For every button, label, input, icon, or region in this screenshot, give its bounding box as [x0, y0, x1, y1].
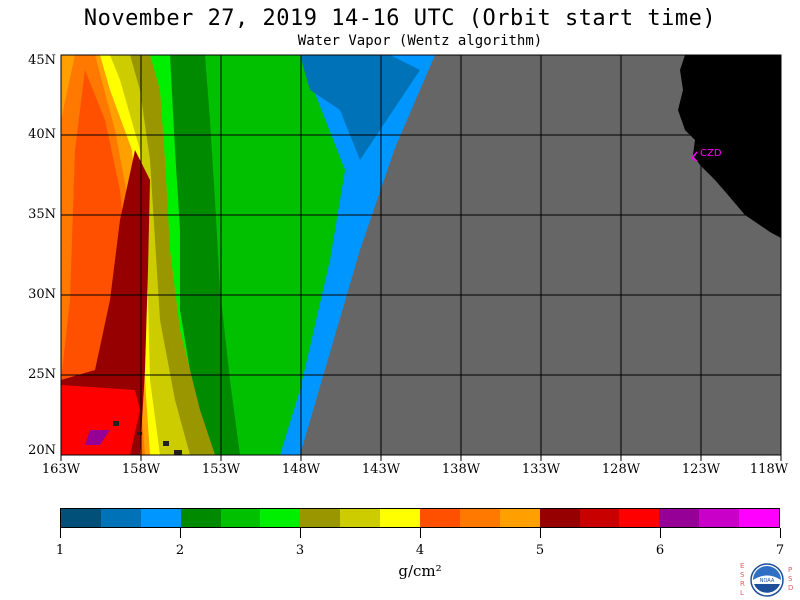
map-frame [60, 54, 782, 456]
colorbar-segment [220, 509, 261, 527]
lon-label-153w: 153W [201, 462, 241, 477]
lon-label-158w: 158W [121, 462, 161, 477]
colorbar-segment [340, 509, 381, 527]
island [137, 432, 142, 435]
colorbar-segment [539, 509, 580, 527]
colorbar-tick [299, 528, 301, 538]
lon-label-133w: 133W [521, 462, 561, 477]
logo-letter: D [788, 584, 794, 592]
band-dark-red [61, 150, 150, 455]
lat-label-30n: 30N [28, 287, 56, 302]
lat-label-35n: 35N [28, 207, 56, 222]
colorbar-segment [100, 509, 141, 527]
lat-label-45n: 45N [28, 53, 56, 68]
colorbar-segment [659, 509, 700, 527]
noaa-emblem-icon: NOAA [750, 563, 784, 597]
lon-label-163w: 163W [41, 462, 81, 477]
lon-label-123w: 123W [681, 462, 721, 477]
colorbar-tick-label: 1 [55, 543, 65, 558]
colorbar-segment [180, 509, 221, 527]
chart-subtitle: Water Vapor (Wentz algorithm) [297, 33, 543, 49]
colorbar-segment [420, 509, 460, 527]
lon-label-138w: 138W [441, 462, 481, 477]
logo-letter: E [740, 562, 745, 570]
station-label: CZD [700, 148, 722, 159]
lon-label-143w: 143W [361, 462, 401, 477]
lon-label-128w: 128W [601, 462, 641, 477]
logo-letter: P [788, 566, 793, 574]
colorbar-tick [419, 528, 421, 538]
colorbar-units: g/cm² [398, 562, 442, 580]
colorbar-tick-label: 6 [655, 543, 665, 558]
colorbar-tick [779, 528, 781, 538]
colorbar-segment [140, 509, 181, 527]
colorbar-segment [260, 509, 301, 527]
band-1.5-2 [300, 55, 420, 160]
island [163, 441, 169, 446]
logo-letter: R [740, 580, 745, 588]
colorbar [60, 508, 780, 528]
colorbar-segment [699, 509, 740, 527]
colorbar-tick [539, 528, 541, 538]
lon-label-148w: 148W [281, 462, 321, 477]
colorbar-tick-label: 5 [535, 543, 545, 558]
logo-letter: L [740, 589, 744, 597]
graticule [61, 55, 781, 455]
land-north-america [678, 55, 781, 238]
colorbar-tick-label: 7 [775, 543, 785, 558]
noaa-emblem-label: NOAA [760, 578, 775, 584]
colorbar-tick [179, 528, 181, 538]
lon-label-118w: 118W [749, 462, 789, 477]
logo-letter: S [740, 571, 745, 579]
colorbar-segment [300, 509, 341, 527]
colorbar-segment [459, 509, 500, 527]
colorbar-segment [380, 509, 421, 527]
colorbar-segment [739, 509, 780, 527]
station-marker [690, 151, 698, 162]
colorbar-segment [499, 509, 540, 527]
band-red [61, 385, 140, 455]
colorbar-segment [61, 509, 101, 527]
lat-label-20n: 20N [28, 443, 56, 458]
colorbar-tick-label: 2 [175, 543, 185, 558]
colorbar-tick-label: 4 [415, 543, 425, 558]
colorbar-tick [659, 528, 661, 538]
island [113, 421, 119, 426]
colorbar-tick-label: 3 [295, 543, 305, 558]
band-purple [85, 430, 110, 445]
lat-label-40n: 40N [28, 127, 56, 142]
colorbar-segment [579, 509, 620, 527]
logo-letter: S [788, 575, 793, 583]
noaa-logo: E S R L NOAA P S D [738, 562, 796, 598]
colorbar-segment [619, 509, 660, 527]
lat-label-25n: 25N [28, 367, 56, 382]
chart-title: November 27, 2019 14-16 UTC (Orbit start… [83, 6, 717, 31]
island [174, 450, 182, 455]
colorbar-tick [59, 528, 61, 538]
